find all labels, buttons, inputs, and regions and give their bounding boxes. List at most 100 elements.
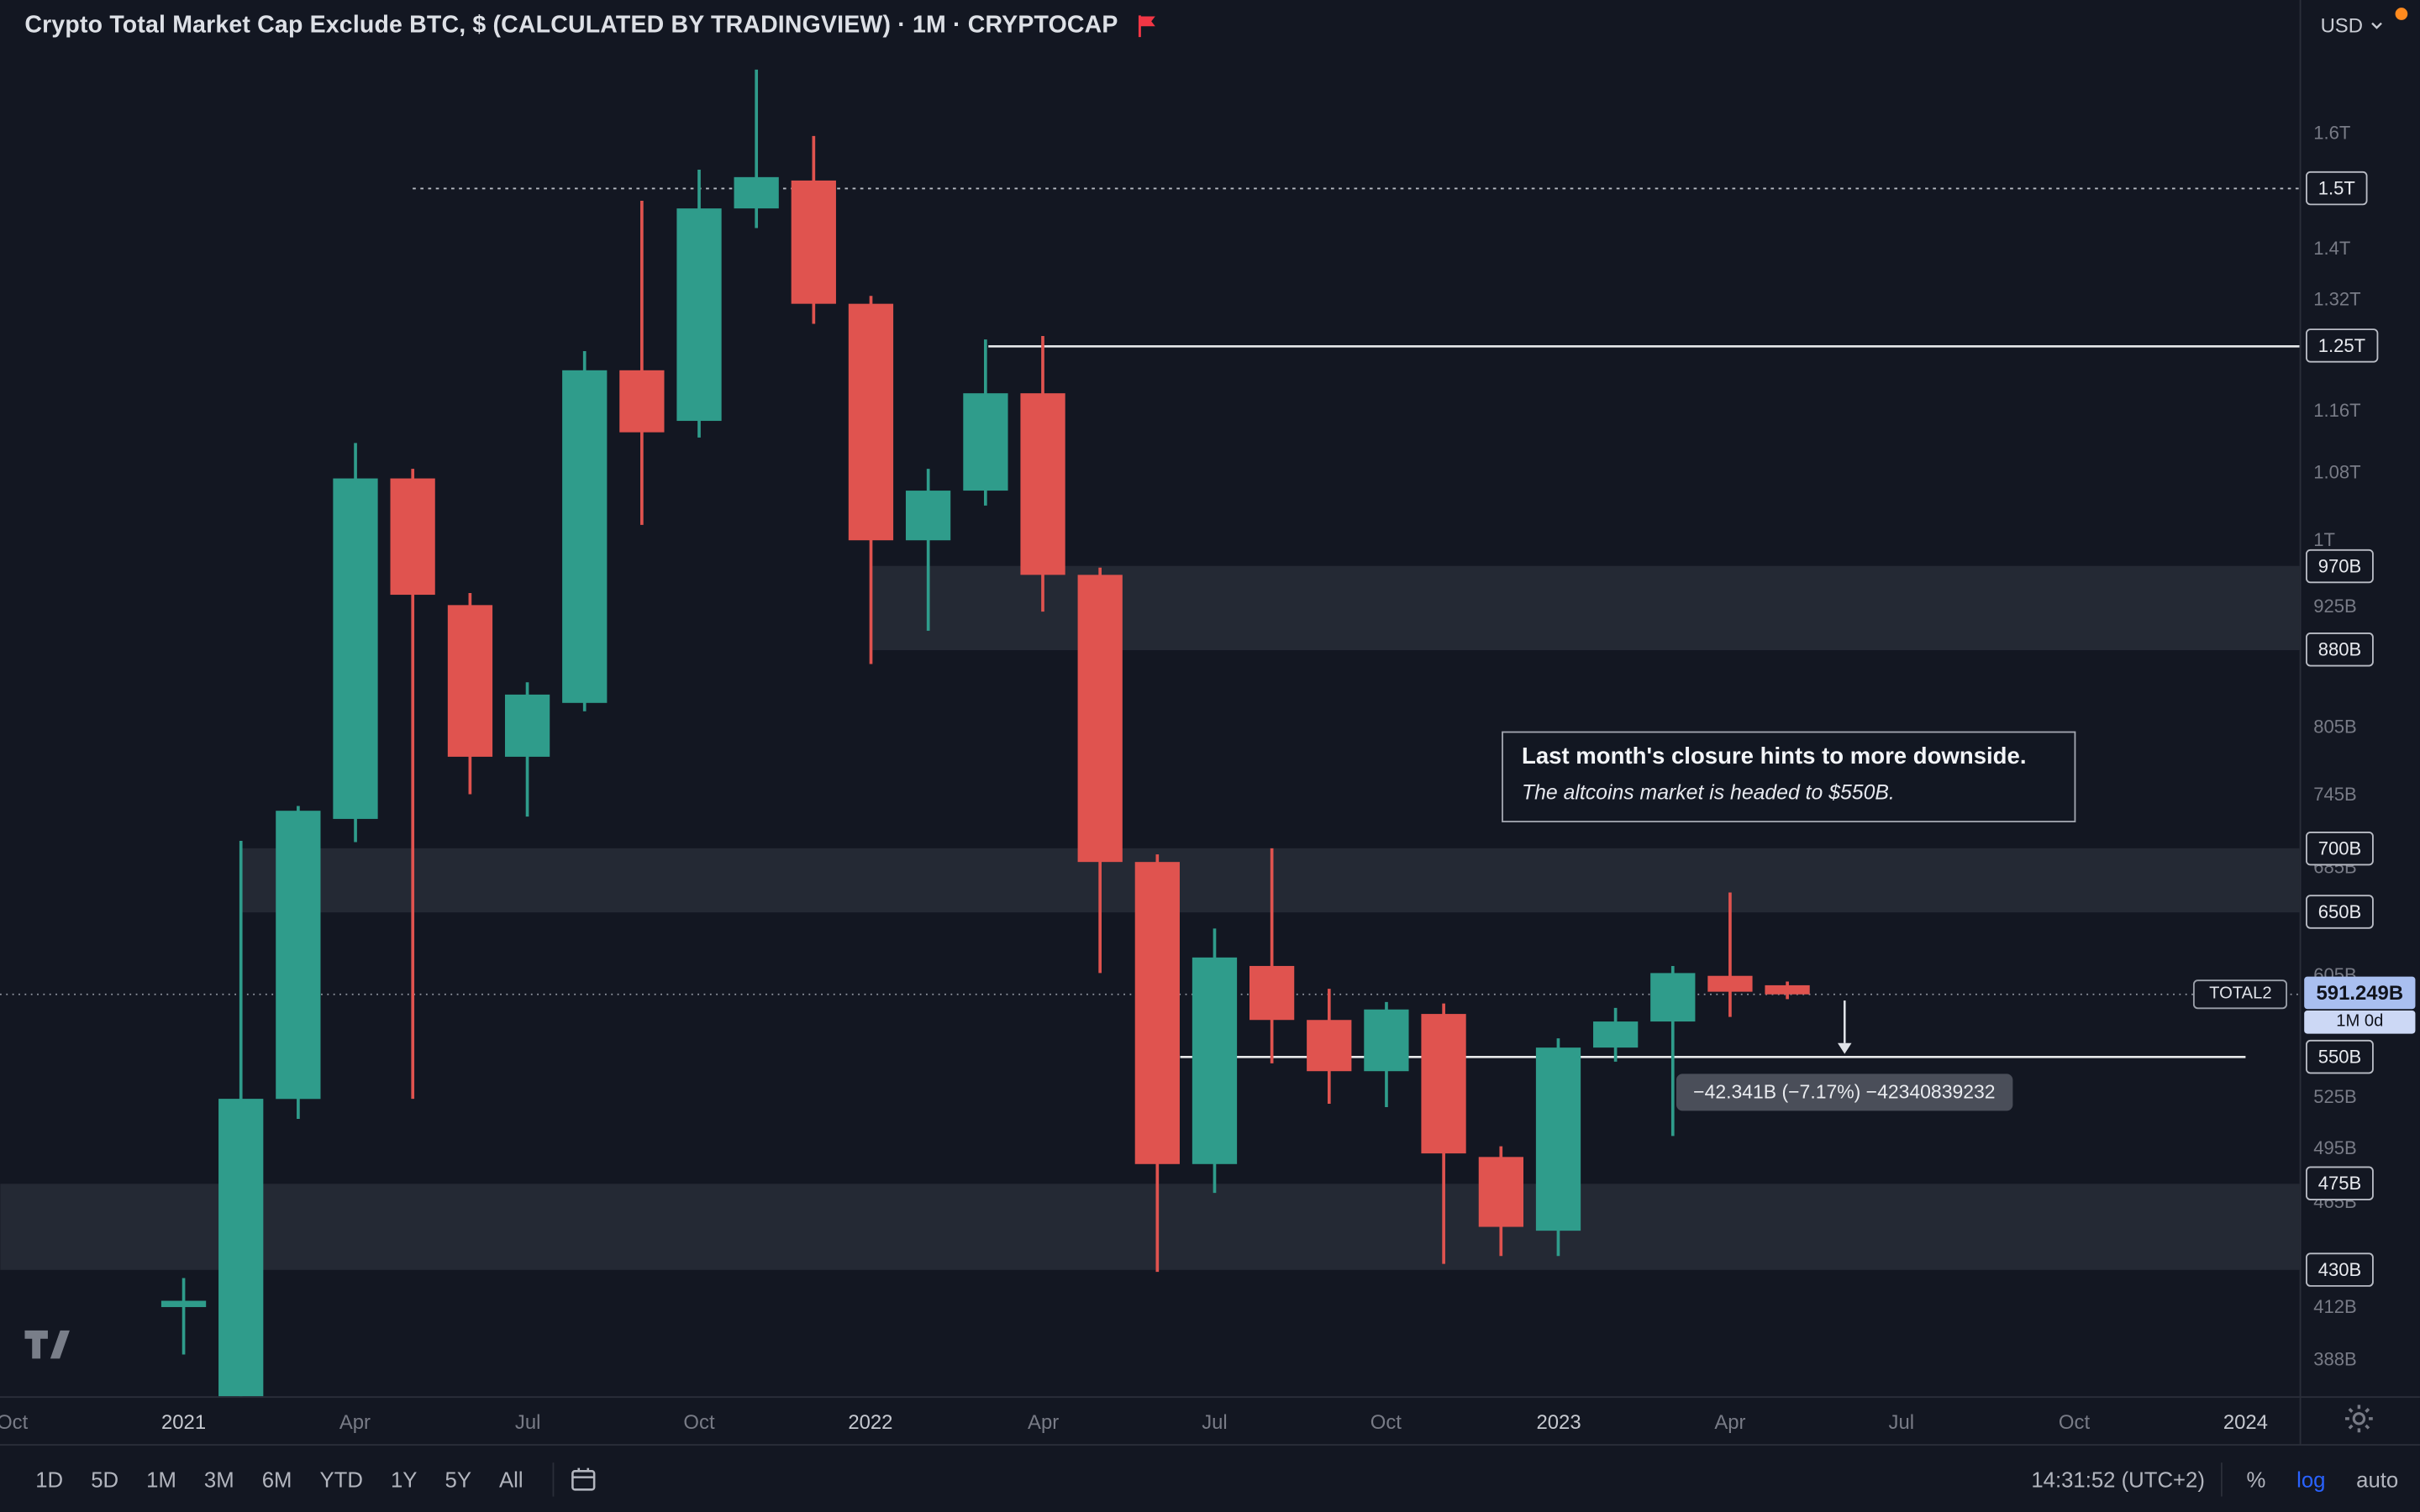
range-button-1y[interactable]: 1Y [391,1466,418,1492]
annotation-note[interactable]: Last month's closure hints to more downs… [1502,731,2076,822]
price-tick-boxed: 700B [2306,831,2374,866]
candle-body-2023-04[interactable] [1707,975,1753,992]
toolbar-divider [2220,1462,2223,1496]
chart-title[interactable]: Crypto Total Market Cap Exclude BTC, $ (… [24,12,1118,39]
currency-label: USD [2320,13,2363,38]
candle-body-2022-01[interactable] [848,303,894,541]
range-button-all[interactable]: All [499,1466,523,1492]
time-tick: Apr [1714,1410,1746,1434]
measure-tooltip: −42.341B (−7.17%) −42340839232 [1676,1074,2012,1111]
candle-body-2021-08[interactable] [562,370,608,703]
auto-scale-button[interactable]: auto [2356,1466,2399,1492]
currency-dropdown[interactable]: USD [2320,13,2383,38]
candle-body-2021-07[interactable] [504,694,550,757]
time-tick: 2022 [848,1410,893,1434]
candle-body-2021-04[interactable] [333,478,378,819]
time-tick: Oct [683,1410,715,1434]
price-tick-boxed: 970B [2306,549,2374,584]
price-tick-boxed: 1.25T [2306,328,2378,363]
candle-body-2023-05[interactable] [1765,984,1810,995]
price-tick-boxed: 430B [2306,1252,2374,1287]
calendar-icon [571,1467,596,1490]
price-tick: 1.32T [2313,288,2361,311]
note-title: Last month's closure hints to more downs… [1521,743,2027,770]
price-tick: 1.16T [2313,399,2361,422]
candle-body-2023-02[interactable] [1593,1021,1639,1048]
price-tick: 1.4T [2313,237,2351,260]
candle-body-2022-07[interactable] [1192,957,1238,1164]
range-button-5y[interactable]: 5Y [445,1466,471,1492]
candle-body-2021-11[interactable] [734,176,779,209]
price-tick: 412B [2313,1295,2357,1318]
candle-body-2021-05[interactable] [390,478,435,596]
time-tick: Apr [339,1410,371,1434]
price-tick: 925B [2313,595,2357,617]
candle-body-2022-12[interactable] [1478,1157,1524,1227]
time-tick: 2021 [160,1410,207,1434]
time-tick: Jul [1202,1410,1228,1434]
range-button-1d[interactable]: 1D [35,1466,64,1492]
candle-body-2022-02[interactable] [905,491,951,541]
measure-arrowhead [1837,1042,1852,1054]
range-button-3m[interactable]: 3M [203,1466,234,1492]
time-tick: Oct [2058,1410,2091,1434]
gear-icon [2345,1404,2373,1433]
price-tick: 1.6T [2313,122,2351,144]
candle-body-2021-01[interactable] [160,1300,207,1308]
notification-dot [2395,8,2408,20]
time-tick: Apr [1028,1410,1060,1434]
candle-body-2022-10[interactable] [1364,1009,1409,1072]
price-tick-boxed: 1.5T [2306,171,2368,206]
range-button-5d[interactable]: 5D [91,1466,119,1492]
candle-body-2022-03[interactable] [963,393,1008,491]
candle-body-2022-04[interactable] [1020,393,1065,575]
price-tick: 745B [2313,784,2357,806]
candle-body-2022-08[interactable] [1249,965,1295,1021]
tradingview-logo[interactable] [24,1330,71,1368]
price-tick: 1.08T [2313,461,2361,483]
candle-body-2021-06[interactable] [447,605,493,757]
clock-label[interactable]: 14:31:52 (UTC+2) [2031,1466,2205,1492]
toolbar-divider [552,1462,555,1496]
time-tick: Oct [0,1410,29,1434]
zone-band[interactable] [240,848,2300,913]
price-tick: 388B [2313,1348,2357,1370]
candle-body-2023-01[interactable] [1535,1047,1581,1231]
range-button-1m[interactable]: 1M [146,1466,176,1492]
symbol-tag: TOTAL2 [2193,979,2287,1010]
time-tick: Jul [1888,1410,1915,1434]
last-price-label: 591.249B [2304,976,2416,1010]
candle-body-2021-03[interactable] [276,811,321,1100]
candle-body-2021-10[interactable] [676,208,722,422]
time-tick: 2024 [2223,1410,2268,1434]
candle-body-2023-03[interactable] [1650,973,1696,1022]
settings-gear-button[interactable] [2343,1403,2376,1436]
zone-band[interactable] [0,1184,2300,1270]
time-axis[interactable]: Oct 2021 Apr Jul Oct 2022 Apr Jul Oct 2023 Apr Jul O… [0,1396,2420,1446]
price-tick-boxed: 475B [2306,1166,2374,1200]
price-tick: 805B [2313,716,2357,738]
go-to-date-button[interactable] [570,1465,597,1493]
range-button-6m[interactable]: 6M [261,1466,292,1492]
bottom-toolbar: 1D 5D 1M 3M 6M YTD 1Y 5Y All 14:31:52 (UTC+2) % … [0,1444,2420,1512]
flag-icon[interactable] [1135,13,1160,40]
range-button-ytd[interactable]: YTD [319,1466,363,1492]
candle-body-2021-02[interactable] [218,1099,264,1397]
price-tick: 495B [2313,1137,2357,1159]
log-scale-button[interactable]: log [2296,1466,2326,1492]
candle-body-2022-05[interactable] [1077,575,1123,863]
candle-body-2022-06[interactable] [1134,862,1180,1164]
percent-scale-button[interactable]: % [2246,1466,2266,1492]
chevron-down-icon [2370,22,2383,29]
price-tick: 525B [2313,1086,2357,1108]
time-tick: Oct [1370,1410,1402,1434]
candle-body-2022-11[interactable] [1421,1014,1466,1154]
candle-body-2021-09[interactable] [619,370,665,433]
candlestick-chart[interactable] [0,0,2300,1397]
price-tick-boxed: 650B [2306,895,2374,929]
price-axis[interactable]: 591.249B 1M 0d 1.6T 1.4T 1.32T 1.16T 1.08T 1T… [2299,0,2420,1446]
candle-body-2022-09[interactable] [1307,1020,1352,1072]
countdown-label: 1M 0d [2304,1011,2416,1034]
candle-body-2021-12[interactable] [791,180,836,304]
